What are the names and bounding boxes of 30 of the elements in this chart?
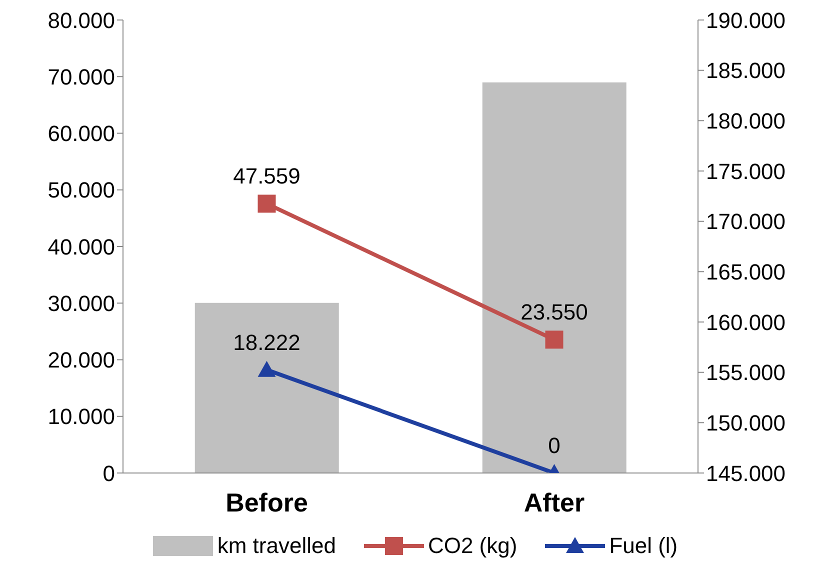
y2-tick-label: 190.000 (706, 8, 786, 33)
y2-tick-label: 150.000 (706, 410, 786, 436)
y2-tick-label: 145.000 (706, 460, 786, 486)
point (258, 194, 276, 213)
legend-label: km travelled (216, 533, 336, 559)
legend-label: Fuel (l) (608, 533, 678, 559)
y2-tick-label: 155.000 (706, 360, 786, 386)
data-label: 23.550 (520, 300, 588, 325)
y2-tick-label: 175.000 (706, 158, 786, 184)
y-tick-label: 70.000 (48, 64, 115, 90)
y-tick-label: 10.000 (48, 404, 115, 430)
data-label: 0 (548, 433, 560, 458)
data-label: 18.222 (233, 330, 300, 355)
y2-tick-label: 185.000 (706, 58, 786, 84)
data-label: 47.559 (233, 164, 300, 189)
y-tick-label: 60.000 (48, 121, 115, 146)
y2-tick-label: 170.000 (706, 209, 786, 234)
y-tick-label: 30.000 (48, 290, 115, 316)
x-tick-label: Before (226, 487, 308, 518)
y-tick-label: 20.000 (48, 348, 115, 373)
y-tick-label: 50.000 (48, 178, 115, 203)
y-tick-label: 0 (102, 460, 115, 486)
y2-tick-label: 160.000 (706, 310, 786, 335)
y-tick-label: 80.000 (48, 8, 115, 33)
point (545, 330, 564, 349)
y2-tick-label: 180.000 (706, 108, 786, 134)
x-tick-label: After (524, 487, 585, 518)
y-tick-label: 40.000 (48, 234, 115, 260)
legend-label: CO2 (kg) (426, 533, 518, 559)
y2-tick-label: 165.000 (706, 259, 786, 284)
